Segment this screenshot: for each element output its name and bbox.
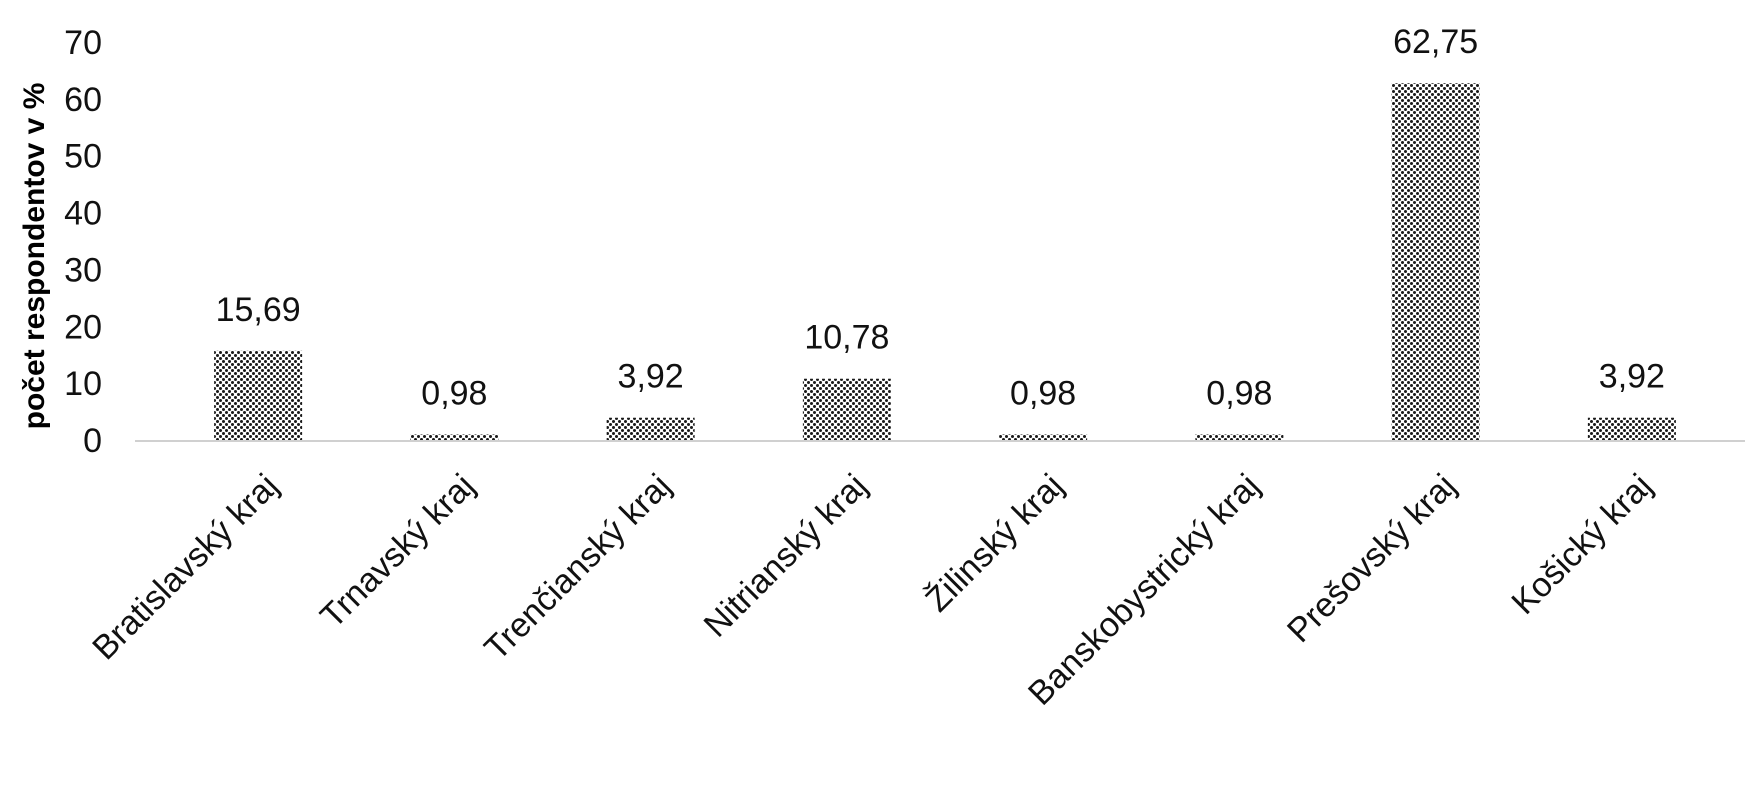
bar [1195, 434, 1284, 440]
y-tick-label: 40 [64, 195, 102, 233]
data-label: 3,92 [618, 358, 684, 396]
data-label: 15,69 [216, 291, 301, 329]
x-category-label: Nitrianský kraj [697, 467, 875, 645]
data-label: 62,75 [1393, 23, 1478, 61]
bar [1587, 417, 1676, 440]
bar [802, 378, 891, 440]
x-category-label: Žilinský kraj [918, 467, 1070, 619]
y-axis-title: počet respondentov v % [18, 83, 51, 430]
y-tick-label: 20 [64, 308, 102, 346]
y-axis: 0 10 20 30 40 50 60 70 [64, 24, 102, 460]
y-tick-label: 0 [83, 422, 102, 460]
y-tick-label: 60 [64, 81, 102, 119]
data-label: 0,98 [421, 374, 487, 412]
bar [410, 434, 499, 440]
y-tick-label: 30 [64, 251, 102, 289]
x-category-label: Trenčianský kraj [477, 467, 678, 668]
y-tick-label: 70 [64, 24, 102, 62]
bar [606, 417, 695, 440]
bar [1391, 83, 1480, 440]
y-tick-label: 10 [64, 365, 102, 403]
y-tick-label: 50 [64, 138, 102, 176]
data-label: 3,92 [1599, 358, 1665, 396]
x-category-label: Trnavský kraj [313, 467, 482, 636]
data-label: 0,98 [1010, 374, 1076, 412]
x-category-label: Prešovský kraj [1280, 467, 1463, 650]
bar [999, 434, 1088, 440]
x-category-label: Košický kraj [1504, 467, 1659, 622]
data-label: 10,78 [804, 319, 889, 357]
data-label: 0,98 [1206, 374, 1272, 412]
data-label-group: 15,69 0,98 3,92 10,78 0,98 0,98 62,75 3,92 [216, 23, 1665, 412]
x-category-label: Bratislavský kraj [85, 467, 286, 668]
x-axis: Bratislavský kraj Trnavský krajTrenčiansk… [85, 440, 1745, 713]
bar [214, 350, 303, 440]
bar-group [214, 83, 1676, 440]
